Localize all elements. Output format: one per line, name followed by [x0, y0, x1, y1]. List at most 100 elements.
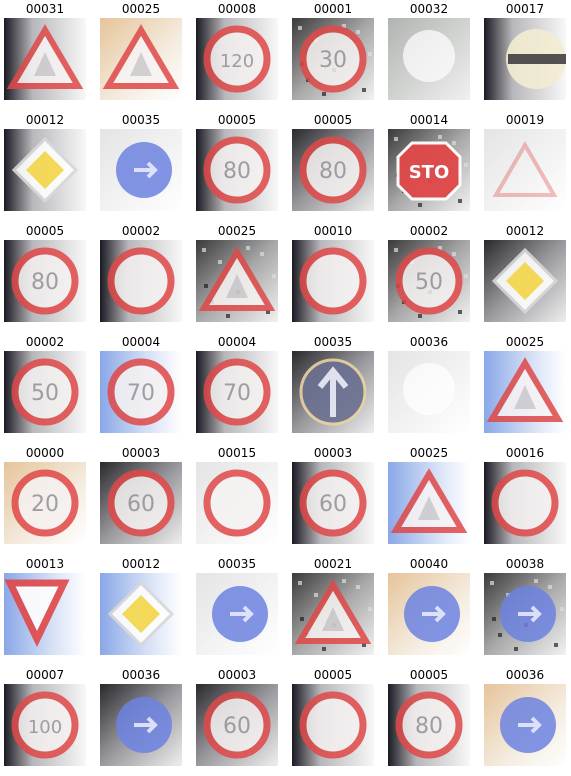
traffic-sign-thumbnail: [292, 351, 374, 433]
class-label: 00014: [409, 113, 449, 127]
traffic-sign-thumbnail: 80: [4, 240, 86, 322]
traffic-sign-thumbnail: 60: [196, 684, 278, 766]
svg-text:100: 100: [28, 717, 62, 738]
speed-limit-sign-icon: 70: [203, 358, 271, 426]
traffic-sign-thumbnail: [484, 351, 566, 433]
traffic-sign-thumbnail: [388, 573, 470, 655]
speed-limit-sign-icon: 50: [11, 358, 79, 426]
traffic-sign-thumbnail: [100, 240, 182, 322]
grid-cell: 00015: [196, 446, 278, 544]
traffic-sign-thumbnail: 120: [196, 18, 278, 100]
grid-cell: 00003 60: [292, 446, 374, 544]
svg-text:50: 50: [415, 270, 443, 295]
traffic-sign-thumbnail: [484, 129, 566, 211]
ahead-only-sign-icon: [299, 358, 367, 426]
class-label: 00002: [25, 335, 65, 349]
blurred-sign-icon: [403, 30, 455, 82]
class-label: 00036: [121, 668, 161, 682]
svg-text:80: 80: [223, 159, 251, 184]
class-label: 00021: [313, 557, 353, 571]
class-label: 00012: [505, 224, 545, 238]
class-label: 00003: [217, 668, 257, 682]
speed-limit-sign-icon: 30: [299, 25, 367, 93]
grid-cell: 00012: [100, 557, 182, 655]
traffic-sign-thumbnail: [100, 684, 182, 766]
class-label: 00008: [217, 2, 257, 16]
grid-cell: 00036: [100, 668, 182, 766]
grid-cell: 00005: [292, 668, 374, 766]
class-label: 00017: [505, 2, 545, 16]
class-label: 00005: [313, 668, 353, 682]
mandatory-direction-sign-icon: [116, 697, 172, 753]
traffic-sign-thumbnail: [100, 573, 182, 655]
grid-cell: 00031: [4, 2, 86, 100]
traffic-sign-thumbnail: [484, 18, 566, 100]
grid-cell: 00036: [484, 668, 566, 766]
class-label: 00031: [25, 2, 65, 16]
traffic-sign-thumbnail: [100, 129, 182, 211]
grid-cell: 00010: [292, 224, 374, 322]
class-label: 00012: [121, 557, 161, 571]
mandatory-direction-sign-icon: [404, 586, 460, 642]
priority-road-sign-icon: [11, 136, 79, 204]
svg-text:60: 60: [319, 492, 347, 517]
grid-cell: 00025: [484, 335, 566, 433]
speed-limit-sign-icon: 20: [11, 469, 79, 537]
svg-text:80: 80: [415, 714, 443, 739]
speed-limit-sign-icon: 70: [107, 358, 175, 426]
class-label: 00035: [217, 557, 257, 571]
grid-cell: 00008 120: [196, 2, 278, 100]
svg-text:80: 80: [319, 159, 347, 184]
class-label: 00002: [409, 224, 449, 238]
speed-limit-sign-icon: [491, 469, 559, 537]
traffic-sign-thumbnail: 50: [388, 240, 470, 322]
grid-cell: 00025: [388, 446, 470, 544]
traffic-sign-thumbnail: 50: [4, 351, 86, 433]
grid-cell: 00005 80: [292, 113, 374, 211]
grid-cell: 00002 50: [388, 224, 470, 322]
grid-cell: 00035: [196, 557, 278, 655]
grid-cell: 00036: [388, 335, 470, 433]
class-label: 00012: [25, 113, 65, 127]
traffic-sign-thumbnail: 100: [4, 684, 86, 766]
speed-limit-sign-icon: 50: [395, 247, 463, 315]
grid-cell: 00013: [4, 557, 86, 655]
traffic-sign-thumbnail: 20: [4, 462, 86, 544]
traffic-sign-thumbnail: [484, 684, 566, 766]
traffic-sign-thumbnail: [292, 684, 374, 766]
grid-cell: 00019: [484, 113, 566, 211]
class-label: 00038: [505, 557, 545, 571]
mandatory-direction-sign-icon: [212, 586, 268, 642]
class-label: 00025: [121, 2, 161, 16]
class-label: 00015: [217, 446, 257, 460]
traffic-sign-thumbnail: [388, 351, 470, 433]
grid-cell: 00005 80: [196, 113, 278, 211]
traffic-sign-thumbnail: [4, 18, 86, 100]
speed-limit-sign-icon: 100: [11, 691, 79, 759]
traffic-sign-thumbnail: 80: [388, 684, 470, 766]
warning-triangle-sign-icon: [486, 357, 564, 422]
speed-limit-sign-icon: 80: [11, 247, 79, 315]
class-label: 00016: [505, 446, 545, 460]
traffic-sign-thumbnail: [196, 573, 278, 655]
grid-cell: 00004 70: [196, 335, 278, 433]
class-label: 00005: [25, 224, 65, 238]
class-label: 00036: [409, 335, 449, 349]
speed-limit-sign-icon: 60: [203, 691, 271, 759]
class-label: 00010: [313, 224, 353, 238]
svg-text:50: 50: [31, 381, 59, 406]
grid-cell: 00012: [484, 224, 566, 322]
speed-limit-sign-icon: [299, 247, 367, 315]
grid-cell: 00035: [292, 335, 374, 433]
grid-cell: 00025: [100, 2, 182, 100]
grid-cell: 00004 70: [100, 335, 182, 433]
grid-cell: 00012: [4, 113, 86, 211]
warning-triangle-sign-icon: [6, 24, 84, 89]
class-label: 00005: [217, 113, 257, 127]
traffic-sign-thumbnail: 30: [292, 18, 374, 100]
grid-cell: 00000 20: [4, 446, 86, 544]
traffic-sign-thumbnail: [388, 18, 470, 100]
svg-text:80: 80: [31, 270, 59, 295]
svg-text:60: 60: [223, 714, 251, 739]
grid-cell: 00005 80: [4, 224, 86, 322]
